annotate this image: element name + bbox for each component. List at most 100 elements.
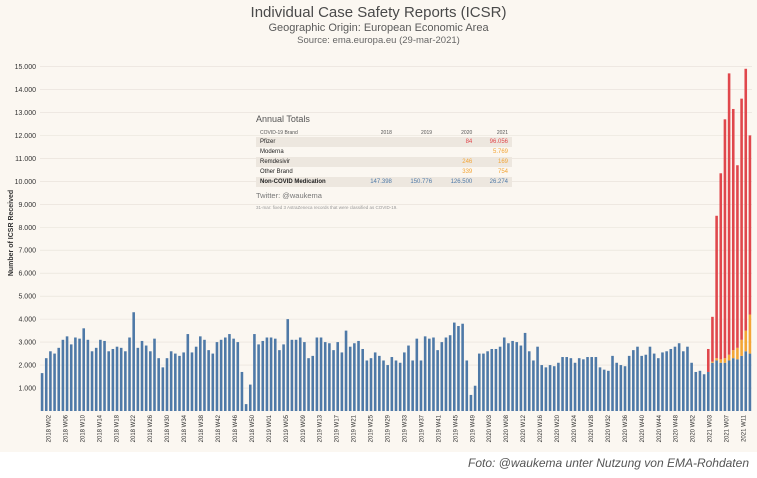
table-cell: 5.769 <box>492 149 508 155</box>
bar-segment <box>415 338 419 411</box>
bar-segment <box>731 350 735 359</box>
bar-segment <box>161 367 165 411</box>
x-tick-label: 2020 W28 <box>589 414 595 442</box>
table-cell: 754 <box>497 169 508 175</box>
bar-segment <box>665 351 668 411</box>
bars <box>40 68 752 411</box>
x-tick-label: 2020 W44 <box>657 414 663 442</box>
x-tick-label: 2019 W37 <box>419 414 425 442</box>
bar-segment <box>498 346 502 411</box>
bar-segment <box>407 345 410 411</box>
table-row: Non-COVID Medication 147.398 150.776 126… <box>256 177 512 187</box>
table-cell: 147.398 <box>355 177 396 187</box>
bar-segment <box>515 342 519 411</box>
x-tick-label: 2018 W38 <box>199 414 205 442</box>
table-cell: 26.274 <box>476 177 512 187</box>
bar-segment <box>140 340 144 411</box>
bar-segment <box>323 342 327 411</box>
bar-segment <box>586 357 589 411</box>
bar-segment <box>627 355 631 411</box>
bar-segment <box>86 339 90 411</box>
bar-segment <box>669 348 673 411</box>
y-tick-label: 9.000 <box>18 202 36 209</box>
bar-segment <box>744 330 748 352</box>
bar-segment <box>228 334 231 411</box>
table-cell: 126.500 <box>436 177 477 187</box>
row-label: Other Brand <box>260 169 293 175</box>
bar-segment <box>619 365 623 411</box>
bar-segment <box>432 337 435 411</box>
bar-segment <box>502 337 506 411</box>
bar-segment <box>294 339 298 411</box>
x-tick-label: 2019 W17 <box>335 414 341 442</box>
y-tick-label: 15.000 <box>15 64 37 71</box>
table-cell <box>356 167 396 177</box>
bar-segment <box>736 347 739 360</box>
bar-segment <box>411 360 414 411</box>
bar-segment <box>444 337 448 411</box>
column-header: 2020 <box>461 130 473 136</box>
y-tick-label: 3.000 <box>18 340 36 347</box>
x-tick-label: 2020 W52 <box>691 414 697 442</box>
bar-segment <box>507 343 510 411</box>
bar-segment <box>144 345 148 411</box>
bar-segment <box>357 340 360 411</box>
table-cell: 169 <box>476 157 512 167</box>
bar-segment <box>440 342 444 411</box>
bar-segment <box>336 342 339 411</box>
row-label: Moderna <box>260 149 284 155</box>
x-tick-label: 2020 W32 <box>606 414 612 442</box>
bar-segment <box>723 358 727 363</box>
bar-segment <box>119 347 123 411</box>
chart-subtitle: Geographic Origin: European Economic Are… <box>268 22 489 34</box>
bar-segment <box>128 337 131 411</box>
bar-segment <box>727 73 731 355</box>
bar-segment <box>240 371 244 411</box>
bar-segment <box>132 312 135 411</box>
y-tick-label: 11.000 <box>15 156 36 163</box>
x-tick-label: 2018 W10 <box>80 414 86 442</box>
x-tick-label: 2018 W18 <box>114 414 120 442</box>
bar-segment <box>544 367 548 411</box>
bar-segment <box>469 394 473 411</box>
y-tick-label: 4.000 <box>18 317 36 324</box>
bar-segment <box>715 358 718 361</box>
annual-totals-table: COVID-19 Brand 2018 2019 2020 2021 Pfize… <box>256 129 512 187</box>
bar-segment <box>706 348 710 372</box>
bar-segment <box>278 350 281 411</box>
bar-segment <box>194 346 198 411</box>
x-tick-label: 2021 W07 <box>725 414 731 442</box>
row-label: Non-COVID Medication <box>256 177 356 187</box>
bar-segment <box>398 362 402 411</box>
bar-segment <box>182 352 185 411</box>
bar-segment <box>527 351 531 411</box>
bar-segment <box>344 330 348 411</box>
bar-segment <box>74 337 77 411</box>
table-cell <box>356 147 396 157</box>
bar-segment <box>136 347 140 411</box>
y-axis-label: Number of ICSR Received <box>8 190 15 276</box>
bar-segment <box>719 173 723 360</box>
bar-segment <box>223 337 227 411</box>
bar-segment <box>744 351 748 411</box>
bar-segment <box>565 357 569 411</box>
bar-segment <box>519 345 523 411</box>
bar-segment <box>373 352 377 411</box>
chart-area: 1.000 2.000 3.000 4.000 5.000 6.000 7.000 8.000… <box>0 0 757 452</box>
bar-segment <box>727 354 731 361</box>
bar-segment <box>482 353 485 411</box>
x-tick-label: 2018 W30 <box>165 414 171 442</box>
bar-segment <box>190 352 194 411</box>
bar-segment <box>573 362 577 411</box>
bar-segment <box>652 353 656 411</box>
x-tick-label: 2019 W21 <box>352 414 358 442</box>
bar-segment <box>594 357 598 411</box>
bar-segment <box>403 352 406 411</box>
bar-segment <box>740 98 743 340</box>
bar-segment <box>340 352 344 411</box>
table-cell <box>355 137 396 147</box>
photo-credit: Foto: @waukema unter Nutzung von EMA-Roh… <box>468 456 749 470</box>
x-tick-label: 2019 W49 <box>470 414 476 442</box>
bar-segment <box>736 165 739 348</box>
bar-segment <box>40 373 44 411</box>
